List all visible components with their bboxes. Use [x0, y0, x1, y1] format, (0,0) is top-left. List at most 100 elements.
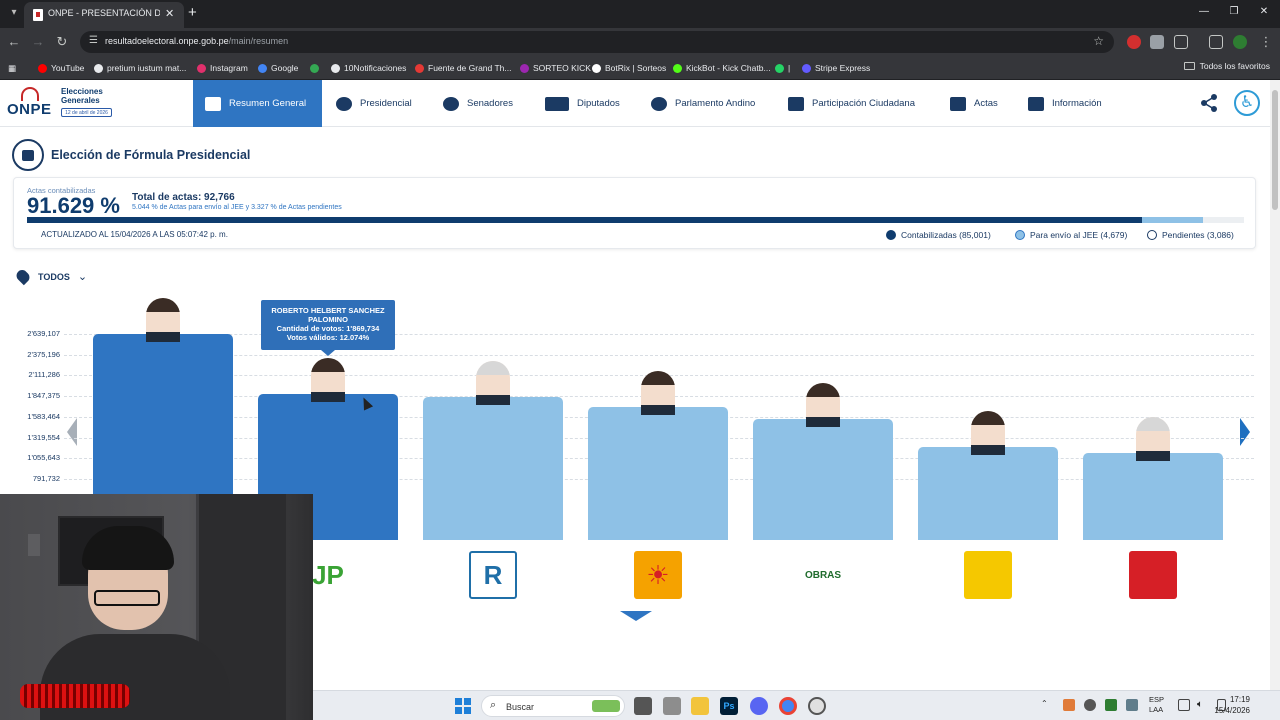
- google-icon: [94, 63, 103, 73]
- party-logo[interactable]: [964, 551, 1012, 599]
- share-icon[interactable]: [1200, 93, 1218, 113]
- chrome-icon[interactable]: [779, 697, 797, 715]
- maximize-icon[interactable]: ❐: [1229, 6, 1239, 17]
- candidate-photo[interactable]: [1136, 417, 1170, 462]
- candidate-bar[interactable]: [1083, 453, 1223, 540]
- bookmark-favicon-icon: [415, 63, 424, 73]
- candidate-photo[interactable]: [311, 358, 345, 403]
- bookmark-star-icon[interactable]: ☆: [1093, 34, 1104, 48]
- page-scrollbar[interactable]: [1270, 80, 1280, 690]
- dashboard-icon: [205, 96, 221, 111]
- party-logo[interactable]: OBRAS: [799, 551, 847, 599]
- progress-jee: [1142, 217, 1204, 223]
- nav-informacion[interactable]: Información: [1028, 80, 1102, 127]
- volume-icon[interactable]: 🔈︎: [1197, 699, 1203, 710]
- bookmark-item[interactable]: Fuente de Grand Th...: [415, 61, 511, 75]
- nav-senadores[interactable]: Senadores: [443, 80, 513, 127]
- network-icon[interactable]: [1178, 699, 1190, 711]
- browser-tab[interactable]: ONPE - PRESENTACIÓN DE RES ✕: [24, 2, 184, 28]
- bookmark-item[interactable]: Google: [258, 61, 298, 75]
- language-indicator[interactable]: ESP LAA: [1149, 695, 1165, 714]
- reload-icon[interactable]: ↻: [56, 34, 68, 49]
- app-icon[interactable]: [663, 697, 681, 715]
- photoshop-icon[interactable]: Ps: [720, 697, 738, 715]
- bookmark-item[interactable]: YouTube: [38, 61, 84, 75]
- candidate-bar[interactable]: [918, 447, 1058, 540]
- close-window-icon[interactable]: ✕: [1259, 6, 1269, 17]
- bookmark-item[interactable]: KickBot - Kick Chatb...: [673, 61, 771, 75]
- candidate-bar[interactable]: [588, 407, 728, 540]
- candidate-photo-suit: [806, 417, 840, 427]
- legend-jee: Para envío al JEE (4,679): [1015, 230, 1127, 240]
- page-title: Elección de Fórmula Presidencial: [51, 148, 251, 162]
- tray-mic-icon[interactable]: [1126, 699, 1138, 711]
- tray-app-icon[interactable]: [1063, 699, 1075, 711]
- all-bookmarks[interactable]: Todos los favoritos: [1183, 61, 1270, 71]
- nav-diputados[interactable]: Diputados: [545, 80, 620, 127]
- bookmark-favicon-icon: [520, 63, 529, 73]
- candidate-bar[interactable]: [753, 419, 893, 540]
- chart-next-arrow-icon[interactable]: [1240, 418, 1250, 446]
- bookmark-item[interactable]: SORTEO KICK: [520, 61, 591, 75]
- party-logo[interactable]: R: [469, 551, 517, 599]
- tray-chevron-icon[interactable]: ⌃: [1041, 699, 1048, 708]
- extensions-puzzle-icon[interactable]: [1174, 35, 1188, 49]
- reading-list-icon[interactable]: [1209, 35, 1223, 49]
- forward-icon[interactable]: →: [31, 34, 45, 49]
- accessibility-icon[interactable]: ♿: [1234, 90, 1260, 116]
- nav-actas[interactable]: Actas: [950, 80, 998, 127]
- extension-icon[interactable]: [1127, 35, 1141, 49]
- logo-mark-icon: [21, 87, 39, 101]
- tray-app-icon[interactable]: [1105, 699, 1117, 711]
- total-actas: Total de actas: 92,766: [132, 192, 235, 203]
- logo-text: ONPE: [7, 101, 52, 118]
- nav-presidencial[interactable]: Presidencial: [336, 80, 412, 127]
- bookmark-item[interactable]: |: [775, 61, 790, 75]
- discord-icon[interactable]: [750, 697, 768, 715]
- task-view-icon[interactable]: [634, 697, 652, 715]
- tab-close-icon[interactable]: ✕: [165, 8, 175, 20]
- candidate-photo[interactable]: [146, 298, 180, 342]
- candidate-photo[interactable]: [971, 411, 1005, 456]
- new-tab-button[interactable]: +: [188, 4, 197, 21]
- location-pin-icon: [14, 267, 32, 286]
- bookmark-item[interactable]: [310, 61, 319, 75]
- party-logo[interactable]: [1129, 551, 1177, 599]
- minimize-icon[interactable]: —: [1199, 6, 1209, 17]
- bookmark-item[interactable]: pretium iustum mat...: [94, 61, 186, 75]
- address-bar[interactable]: ☰ resultadoelectoral.onpe.gob.pe/main/re…: [80, 31, 1114, 53]
- profile-avatar[interactable]: [1233, 35, 1247, 49]
- bookmark-item[interactable]: Instagram: [197, 61, 248, 75]
- scrollbar-thumb[interactable]: [1272, 90, 1278, 210]
- menu-kebab-icon[interactable]: ⋮: [1259, 34, 1273, 49]
- candidate-photo[interactable]: [476, 361, 510, 406]
- battery-icon[interactable]: [1217, 699, 1226, 711]
- chart-expand-arrow-icon[interactable]: [620, 611, 652, 621]
- browser-toolbar: ← → ↻ ☰ resultadoelectoral.onpe.gob.pe/m…: [0, 28, 1280, 56]
- taskbar-search[interactable]: ⌕ Buscar: [481, 695, 625, 717]
- taskbar-clock[interactable]: 17:19 15/4/2026: [1214, 694, 1250, 716]
- nav-participacion[interactable]: Participación Ciudadana: [788, 80, 915, 127]
- tab-search-icon[interactable]: ▾: [11, 7, 17, 18]
- tray-app-icon[interactable]: [1084, 699, 1096, 711]
- nav-resumen-general[interactable]: Resumen General: [193, 80, 322, 127]
- bookmark-item[interactable]: Stripe Express: [802, 61, 870, 75]
- bookmark-item[interactable]: 10Notificaciones: [331, 61, 406, 75]
- region-filter[interactable]: TODOS ⌄: [14, 267, 87, 286]
- bookmark-item[interactable]: BotRix | Sorteos: [592, 61, 666, 75]
- onpe-logo[interactable]: ONPE Elecciones Generales 12 de abril de …: [7, 87, 117, 121]
- obs-icon[interactable]: [808, 697, 826, 715]
- apps-grid-icon[interactable]: ▦: [8, 62, 17, 73]
- file-explorer-icon[interactable]: [691, 697, 709, 715]
- nav-parlamento-andino[interactable]: Parlamento Andino: [651, 80, 755, 127]
- candidate-photo[interactable]: [806, 383, 840, 427]
- x-icon: [331, 63, 340, 73]
- candidate-photo[interactable]: [641, 371, 675, 416]
- windows-start-icon[interactable]: [455, 698, 471, 714]
- back-icon[interactable]: ←: [7, 34, 21, 49]
- site-info-icon[interactable]: ☰: [89, 35, 98, 46]
- party-logo[interactable]: ☀: [634, 551, 682, 599]
- extension-icon[interactable]: [1150, 35, 1164, 49]
- candidate-bar[interactable]: [423, 397, 563, 540]
- chart-prev-arrow-icon[interactable]: [67, 418, 77, 446]
